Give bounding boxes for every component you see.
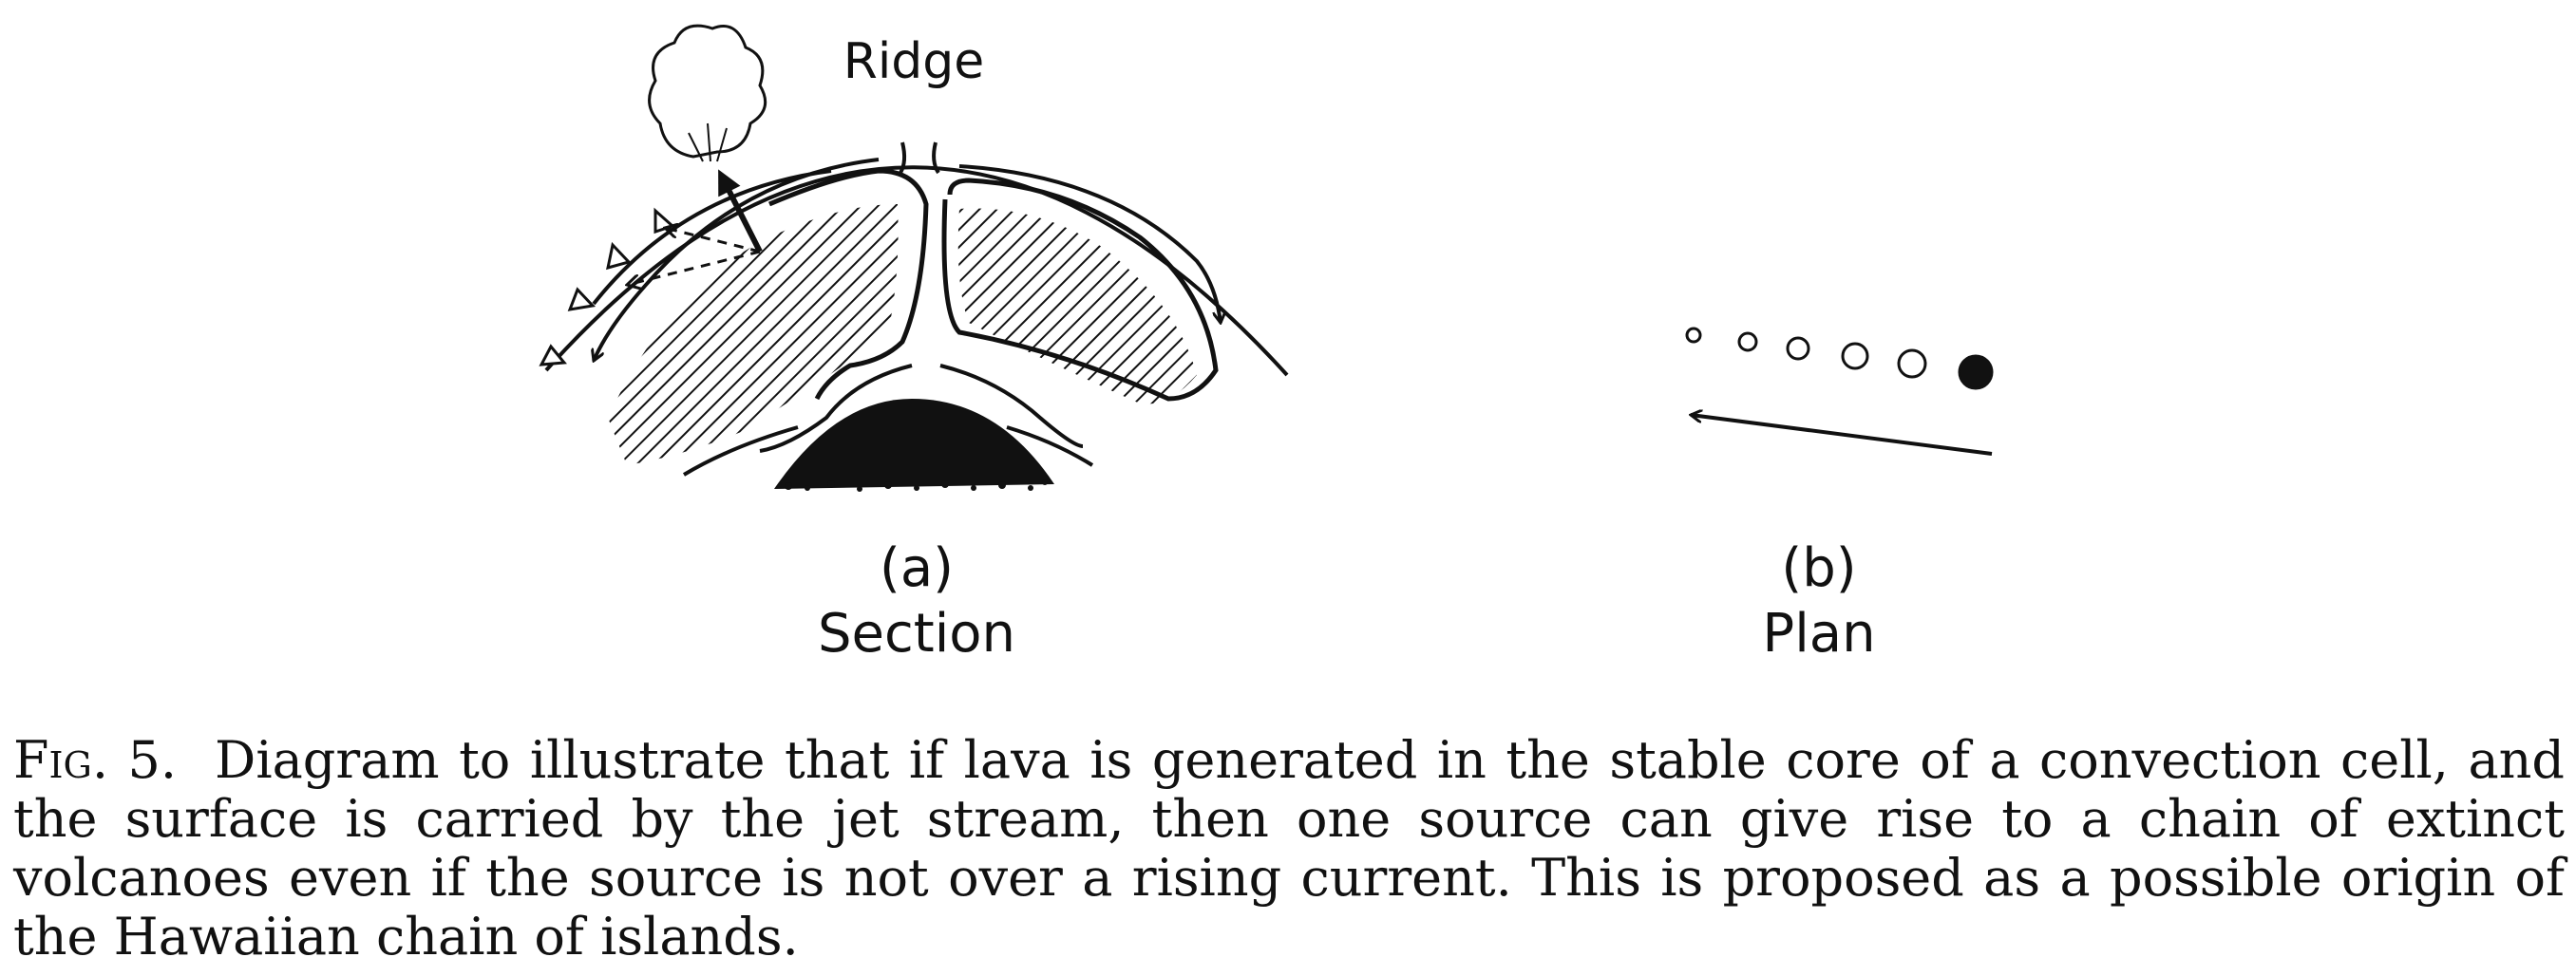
island-extinct-1: [1685, 327, 1702, 344]
panel-b-letter: (b): [1781, 537, 1856, 599]
core-stipple: [785, 479, 1048, 492]
panel-a-letter: (a): [880, 537, 954, 599]
left-cell-core: [608, 204, 899, 465]
dashed-source-lower: [627, 250, 761, 285]
panel-b-title: Plan: [1762, 603, 1875, 665]
figure-caption: Fig. 5. Diagram to illustrate that if lav…: [13, 731, 2565, 967]
ridge-notch-right: [932, 141, 940, 175]
rising-current-right: [939, 364, 1084, 448]
subsurface-arc: [592, 169, 832, 306]
island-extinct-3: [1786, 336, 1810, 361]
island-extinct-5: [1897, 348, 1927, 379]
left-flow-arrow: [594, 158, 880, 361]
island-chain: [1685, 327, 1994, 390]
volcano-arrow: [718, 169, 763, 253]
island-extinct-4: [1841, 342, 1869, 370]
rising-current-left: [759, 364, 913, 453]
planet-core: [774, 399, 1054, 489]
ridge-notch-left: [899, 141, 907, 175]
ridge-label: Ridge: [843, 33, 985, 90]
figure-diagram: Ridge (a) Section (b) Plan: [539, 24, 1994, 665]
right-cell-outline: [941, 178, 1219, 402]
panel-a-title: Section: [818, 603, 1015, 665]
lower-boundary-left: [682, 425, 799, 477]
section-diagram: Ridge (a) Section: [539, 24, 1289, 665]
island-active: [1958, 354, 1994, 390]
island-extinct-2: [1737, 331, 1758, 352]
caption-text: Diagram to illustrate that if lava is ge…: [13, 730, 2565, 967]
right-cell-core: [957, 208, 1197, 404]
left-cell-outline: [768, 168, 929, 401]
eruption-cloud: [648, 24, 767, 162]
lower-boundary-right: [1006, 425, 1094, 467]
figure-number: Fig. 5.: [13, 730, 178, 790]
right-flow-arrow: [958, 164, 1221, 323]
plan-diagram: (b) Plan: [1685, 327, 1994, 665]
plate-motion-arrow: [1691, 415, 1993, 456]
